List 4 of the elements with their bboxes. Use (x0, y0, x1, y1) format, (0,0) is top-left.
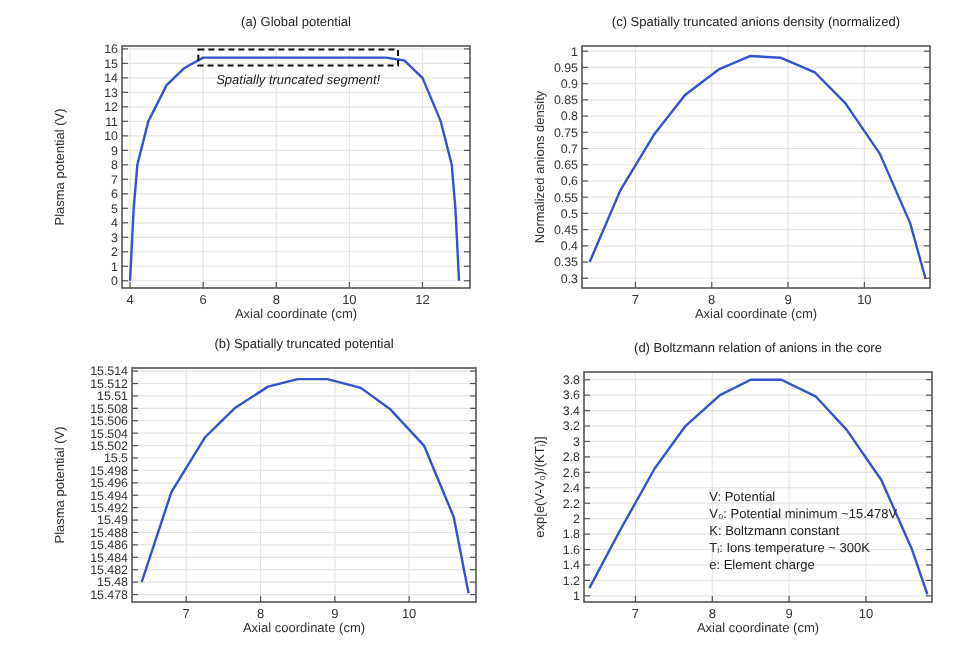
line-series (128, 56, 461, 282)
line-series (588, 378, 929, 596)
line-series (588, 54, 927, 280)
line-series (140, 377, 470, 595)
